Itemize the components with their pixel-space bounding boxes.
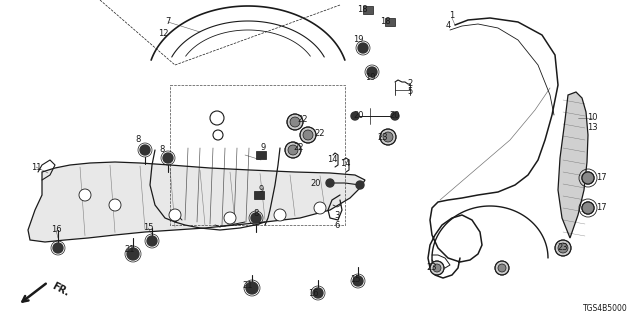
Polygon shape [28, 162, 365, 242]
Text: 12: 12 [157, 28, 168, 37]
Text: 23: 23 [378, 132, 388, 141]
Text: 5: 5 [408, 87, 413, 97]
Text: 18: 18 [380, 18, 390, 27]
Text: 16: 16 [51, 226, 61, 235]
Text: 3: 3 [334, 211, 340, 220]
Text: 20: 20 [354, 111, 364, 121]
Circle shape [314, 202, 326, 214]
Text: 21: 21 [243, 281, 253, 290]
FancyBboxPatch shape [385, 18, 395, 26]
Text: FR.: FR. [50, 281, 70, 299]
Circle shape [300, 127, 316, 143]
Circle shape [498, 264, 506, 272]
Circle shape [358, 43, 368, 53]
Text: 22: 22 [298, 116, 308, 124]
Circle shape [356, 181, 364, 189]
Circle shape [582, 202, 594, 214]
Text: 20: 20 [311, 179, 321, 188]
Text: 7: 7 [165, 18, 171, 27]
Text: 14: 14 [327, 155, 337, 164]
Text: 20: 20 [390, 111, 400, 121]
Polygon shape [558, 92, 588, 238]
Text: 11: 11 [31, 163, 41, 172]
Text: 6: 6 [334, 220, 340, 229]
Text: 9: 9 [260, 143, 266, 153]
Text: 10: 10 [587, 114, 597, 123]
Text: 8: 8 [253, 209, 259, 218]
Circle shape [430, 261, 444, 275]
Text: 13: 13 [587, 124, 597, 132]
Circle shape [246, 282, 258, 294]
Circle shape [287, 114, 303, 130]
Circle shape [433, 264, 441, 272]
FancyBboxPatch shape [256, 151, 266, 159]
Text: 9: 9 [259, 186, 264, 195]
Text: 23: 23 [427, 263, 437, 273]
Circle shape [558, 243, 568, 253]
Text: 18: 18 [356, 4, 367, 13]
Circle shape [555, 240, 571, 256]
Text: 8: 8 [159, 146, 164, 155]
Text: TGS4B5000: TGS4B5000 [583, 304, 628, 313]
Circle shape [285, 142, 301, 158]
FancyBboxPatch shape [254, 191, 264, 199]
Circle shape [495, 261, 509, 275]
Circle shape [303, 130, 313, 140]
Circle shape [290, 117, 300, 127]
Text: 16: 16 [308, 289, 318, 298]
Circle shape [326, 179, 334, 187]
Circle shape [224, 212, 236, 224]
Circle shape [391, 112, 399, 120]
Text: 4: 4 [445, 21, 451, 30]
Text: 17: 17 [596, 173, 606, 182]
FancyBboxPatch shape [363, 6, 373, 14]
Circle shape [274, 209, 286, 221]
Circle shape [288, 145, 298, 155]
Text: 22: 22 [294, 143, 304, 153]
Text: 19: 19 [365, 74, 375, 83]
Circle shape [109, 199, 121, 211]
Circle shape [582, 202, 594, 214]
Text: 19: 19 [353, 36, 364, 44]
Circle shape [53, 243, 63, 253]
Circle shape [147, 236, 157, 246]
Circle shape [582, 172, 594, 184]
Text: 14: 14 [340, 159, 350, 169]
Circle shape [380, 129, 396, 145]
Circle shape [140, 145, 150, 155]
Text: 22: 22 [315, 130, 325, 139]
Text: 8: 8 [135, 135, 141, 145]
Circle shape [351, 112, 359, 120]
Circle shape [383, 132, 393, 142]
Text: 21: 21 [125, 245, 135, 254]
Circle shape [353, 276, 363, 286]
Circle shape [367, 67, 377, 77]
Circle shape [313, 288, 323, 298]
Text: 23: 23 [557, 244, 568, 252]
Text: 15: 15 [143, 223, 153, 233]
Circle shape [169, 209, 181, 221]
Circle shape [163, 153, 173, 163]
Circle shape [251, 213, 261, 223]
Text: 15: 15 [349, 276, 360, 284]
Circle shape [79, 189, 91, 201]
Circle shape [127, 248, 139, 260]
Text: 2: 2 [408, 78, 413, 87]
Text: 1: 1 [449, 12, 454, 20]
Text: 17: 17 [596, 204, 606, 212]
Circle shape [582, 172, 594, 184]
